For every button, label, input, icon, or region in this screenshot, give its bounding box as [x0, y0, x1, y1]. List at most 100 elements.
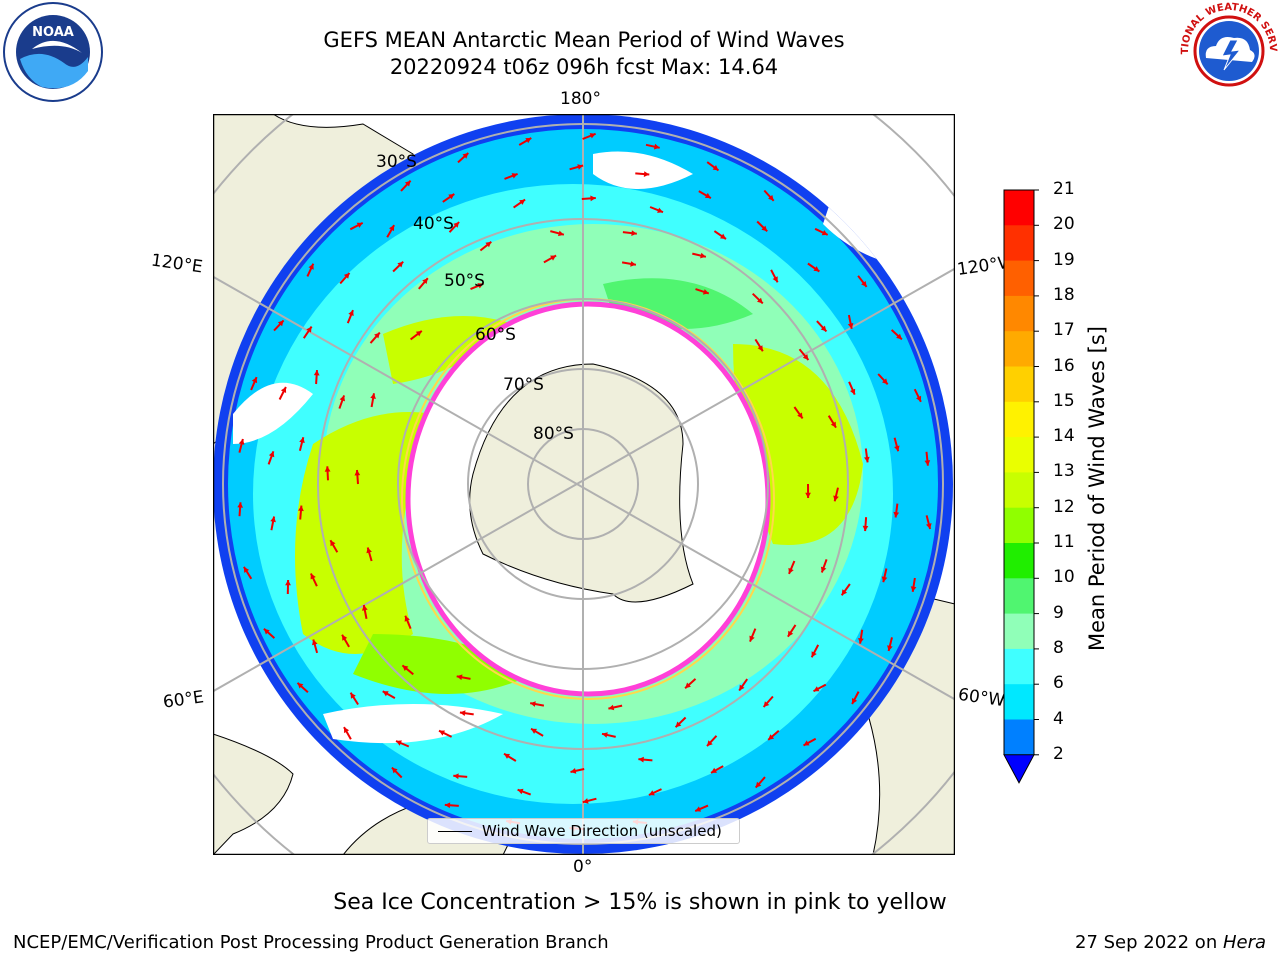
wind-wave-arrow: [267, 450, 275, 465]
wind-wave-arrow: [270, 516, 276, 531]
wind-wave-arrow: [582, 797, 597, 804]
wind-wave-arrow: [338, 395, 346, 409]
footer-credit: NCEP/EMC/Verification Post Processing Pr…: [13, 932, 609, 953]
wind-wave-arrow: [298, 436, 305, 452]
wind-wave-arrow: [238, 438, 245, 453]
wind-wave-arrow: [893, 503, 900, 518]
wind-wave-arrow: [692, 252, 707, 259]
colorbar-tick-label: 14: [1053, 426, 1075, 447]
wind-wave-arrow: [438, 729, 453, 738]
wind-wave-arrow: [298, 505, 304, 520]
wind-wave-arrow: [803, 737, 817, 747]
wind-wave-arrow: [278, 386, 287, 400]
wind-wave-arrow: [302, 326, 313, 339]
wind-wave-arrow: [324, 466, 331, 481]
chart-subtitle: 20220924 t06z 096h fcst Max: 14.64: [389, 55, 779, 79]
colorbar-tick-label: 15: [1053, 390, 1075, 411]
polar-map: [213, 114, 955, 855]
wind-wave-arrow: [807, 262, 820, 273]
wind-wave-arrow: [517, 788, 532, 796]
wind-wave-arrow: [857, 275, 868, 288]
wind-wave-arrow: [820, 559, 828, 573]
colorbar-segment: [1004, 190, 1034, 226]
wind-wave-arrow: [479, 241, 492, 252]
wind-wave-arrow: [504, 172, 518, 180]
wind-wave-arrow: [684, 678, 697, 689]
wind-wave-arrow: [418, 277, 429, 290]
wind-wave-arrow: [893, 437, 900, 452]
wind-wave-arrow: [442, 193, 455, 203]
wind-wave-arrow: [851, 691, 860, 705]
wind-wave-arrow: [550, 230, 565, 237]
lat-label-50s: 50°S: [444, 271, 485, 291]
colorbar-extend-triangle: [1003, 754, 1035, 784]
wind-wave-arrow: [237, 502, 243, 517]
colorbar-tick-label: 19: [1053, 249, 1075, 270]
wind-wave-arrow: [621, 261, 637, 267]
colorbar-tick-label: 11: [1053, 532, 1075, 552]
colorbar-tick-label: 2: [1053, 743, 1064, 764]
colorbar-tick-label: 4: [1053, 708, 1064, 729]
wind-wave-arrow: [346, 309, 354, 324]
colorbar-segment: [1004, 437, 1034, 473]
wind-wave-arrow: [706, 735, 718, 747]
wind-wave-arrow: [925, 515, 932, 530]
wind-wave-arrow: [813, 683, 827, 693]
wind-wave-arrow: [858, 629, 864, 644]
wind-wave-arrow: [890, 329, 903, 341]
colorbar-segment: [1004, 507, 1034, 544]
wind-wave-arrow: [329, 539, 339, 553]
wind-wave-arrow: [710, 765, 724, 774]
lat-label-40s: 40°S: [413, 214, 454, 234]
colorbar-segment: [1004, 472, 1034, 509]
wind-wave-arrow: [608, 704, 623, 711]
noaa-logo-text: NOAA: [32, 25, 74, 40]
footer-date: 27 Sep 2022 on Hera: [1075, 932, 1266, 953]
wind-wave-arrow: [382, 690, 396, 699]
wind-wave-arrow: [285, 579, 291, 595]
wind-wave-arrow: [313, 370, 320, 385]
wind-wave-arrow: [391, 766, 403, 779]
wind-wave-arrow: [816, 320, 828, 333]
wind-wave-arrows: [237, 132, 932, 832]
wind-wave-arrow: [738, 678, 749, 692]
footer-host: Hera: [1222, 932, 1266, 953]
wind-wave-arrow: [645, 143, 660, 150]
wind-wave-arrow: [250, 376, 258, 391]
lon-label-0: 0°: [573, 857, 593, 877]
wind-wave-arrow: [674, 716, 687, 728]
wind-wave-arrow: [847, 314, 854, 330]
graticule: [213, 114, 955, 855]
wind-wave-arrow: [448, 221, 460, 233]
wind-wave-arrow: [887, 637, 893, 652]
wind-wave-arrow: [400, 180, 412, 192]
wind-wave-arrow: [343, 726, 352, 740]
colorbar-tick-label: 10: [1053, 567, 1075, 588]
wind-wave-arrow: [910, 577, 917, 592]
wind-wave-arrow: [401, 664, 414, 676]
colorbar-tick-label: 16: [1053, 355, 1075, 376]
wind-wave-arrow: [349, 222, 364, 231]
wind-wave-arrow: [530, 701, 545, 707]
wind-wave-arrow: [530, 727, 544, 737]
colorbar-segment: [1004, 295, 1034, 332]
wind-wave-arrow: [635, 171, 650, 177]
wind-wave-arrow: [243, 566, 253, 580]
wind-wave-arrow: [404, 615, 412, 629]
wind-wave-arrow: [805, 483, 811, 499]
wind-wave-arrow: [638, 756, 653, 763]
wind-wave-arrow: [582, 132, 596, 140]
wind-wave-arrow: [787, 624, 797, 638]
wind-wave-arrow: [306, 263, 315, 277]
legend-line-swatch: [438, 830, 472, 832]
wind-wave-arrow: [770, 269, 779, 283]
wind-wave-arrow: [339, 272, 351, 285]
wind-wave-arrow: [648, 788, 662, 796]
wind-wave-arrow: [349, 692, 359, 706]
wind-wave-arrow: [798, 348, 810, 361]
colorbar-label: Mean Period of Wind Waves [s]: [1085, 326, 1109, 651]
map-legend: Wind Wave Direction (unscaled): [427, 818, 740, 844]
wind-wave-arrow: [877, 373, 889, 385]
wind-wave-arrow: [924, 451, 931, 466]
colorbar-segment: [1004, 648, 1034, 685]
